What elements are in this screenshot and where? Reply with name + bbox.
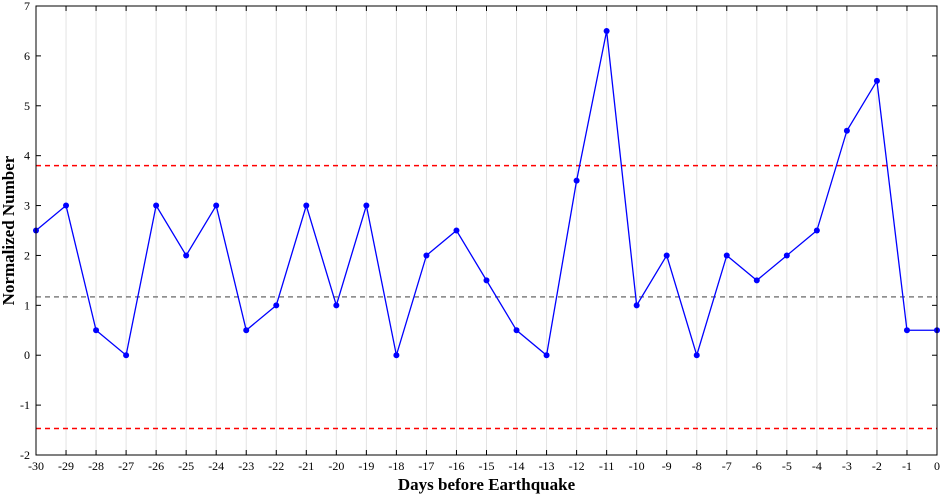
- x-tick-label: -11: [599, 459, 615, 473]
- x-tick-label: -13: [539, 459, 555, 473]
- x-tick-label: -19: [358, 459, 374, 473]
- data-point: [63, 202, 70, 209]
- y-axis-title: Normalized Number: [0, 155, 18, 305]
- x-tick-label: -5: [782, 459, 792, 473]
- x-tick-label: 0: [934, 459, 940, 473]
- data-point: [693, 352, 700, 359]
- x-tick-label: -16: [448, 459, 464, 473]
- x-tick-label: -22: [268, 459, 284, 473]
- data-point: [513, 327, 520, 334]
- data-point: [123, 352, 130, 359]
- x-tick-label: -8: [692, 459, 702, 473]
- x-tick-label: -27: [118, 459, 134, 473]
- x-tick-label: -9: [662, 459, 672, 473]
- y-tick-label: 4: [24, 149, 30, 163]
- x-tick-label: -20: [328, 459, 344, 473]
- data-point: [393, 352, 400, 359]
- reference-lines: [36, 164, 937, 430]
- y-tick-label: 6: [24, 49, 30, 63]
- data-point: [333, 302, 340, 309]
- data-point: [783, 252, 790, 259]
- x-tick-label: -17: [418, 459, 434, 473]
- x-tick-label: -14: [509, 459, 525, 473]
- data-point: [603, 27, 610, 34]
- x-tick-label: -28: [88, 459, 104, 473]
- data-point: [813, 227, 820, 234]
- y-tick-label: -1: [20, 398, 30, 412]
- data-point: [243, 327, 250, 334]
- x-tick-label: -26: [148, 459, 164, 473]
- data-point: [573, 177, 580, 184]
- x-tick-label: -24: [208, 459, 224, 473]
- data-point: [843, 127, 850, 134]
- x-tick-label: -29: [58, 459, 74, 473]
- data-point: [273, 302, 280, 309]
- x-tick-label: -23: [238, 459, 254, 473]
- x-tick-label: -1: [902, 459, 912, 473]
- data-point: [723, 252, 730, 259]
- x-tick-label: -6: [752, 459, 762, 473]
- x-tick-label: -2: [872, 459, 882, 473]
- x-tick-label: -30: [28, 459, 44, 473]
- grid-lines: [35, 6, 938, 455]
- data-point: [93, 327, 100, 334]
- data-point: [483, 277, 490, 284]
- data-point: [363, 202, 370, 209]
- y-tick-label: 7: [24, 0, 30, 13]
- data-point: [663, 252, 670, 259]
- axis-ticks: -30 -29 -28 -27 -26 -25 -24 -23 -22 -21 -20 -19 -18-…: [20, 0, 940, 473]
- data-point: [903, 327, 910, 334]
- x-tick-label: -15: [479, 459, 495, 473]
- y-tick-label: 0: [24, 348, 30, 362]
- data-point: [873, 77, 880, 84]
- y-tick-label: -2: [20, 448, 30, 462]
- y-tick-label: 3: [24, 199, 30, 213]
- x-tick-label: -7: [722, 459, 732, 473]
- x-axis-title: Days before Earthquake: [398, 475, 576, 494]
- y-tick-label: 5: [24, 99, 30, 113]
- x-tick-label: -21: [298, 459, 314, 473]
- data-point: [753, 277, 760, 284]
- y-tick-label: 2: [24, 248, 30, 262]
- x-tick-label: -4: [812, 459, 822, 473]
- x-tick-label: -12: [569, 459, 585, 473]
- data-point: [423, 252, 430, 259]
- x-tick-label: -3: [842, 459, 852, 473]
- x-tick-label: -18: [388, 459, 404, 473]
- x-tick-label: -25: [178, 459, 194, 473]
- data-point: [153, 202, 160, 209]
- data-point: [303, 202, 310, 209]
- data-point: [453, 227, 460, 234]
- y-tick-label: 1: [24, 298, 30, 312]
- data-point: [213, 202, 220, 209]
- data-point: [543, 352, 550, 359]
- data-series: [33, 27, 940, 359]
- data-point: [633, 302, 640, 309]
- data-point: [183, 252, 190, 259]
- x-tick-label: -10: [629, 459, 645, 473]
